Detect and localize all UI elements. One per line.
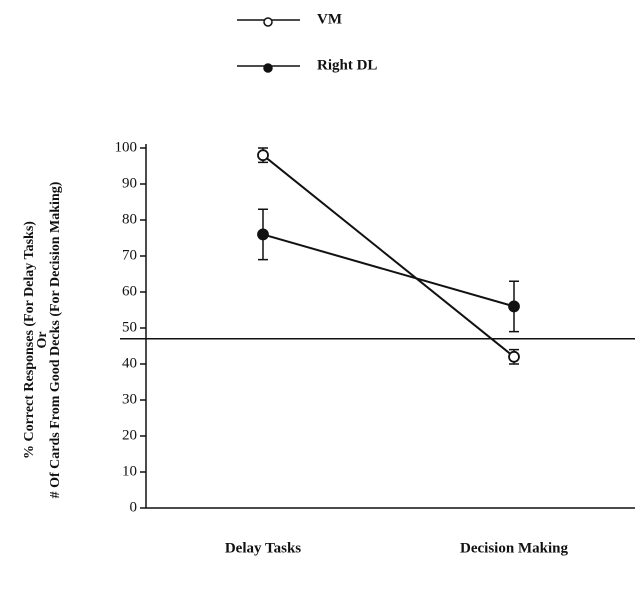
y-tick-label: 30	[122, 391, 137, 407]
y-tick-label: 90	[122, 175, 137, 191]
legend-marker	[263, 63, 273, 73]
x-tick-label: Decision Making	[460, 540, 568, 556]
y-axis-label: % Correct Responses (For Delay Tasks)	[22, 221, 37, 459]
point	[257, 149, 269, 162]
y-tick-label: 40	[122, 355, 137, 371]
point	[508, 350, 520, 363]
y-tick-label: 100	[115, 139, 138, 155]
legend-label: VM	[317, 11, 342, 27]
y-tick-label: 10	[122, 463, 137, 479]
point	[508, 300, 520, 313]
legend-label: Right DL	[317, 57, 377, 73]
y-tick-label: 70	[122, 247, 137, 263]
series-line	[262, 233, 515, 308]
y-axis-label: # Of Cards From Good Decks (For Decision…	[48, 181, 63, 498]
point	[257, 228, 269, 241]
y-tick-label: 0	[130, 499, 138, 515]
y-axis-label: Or	[35, 331, 50, 348]
y-tick-label: 80	[122, 211, 137, 227]
series-line	[262, 154, 515, 358]
y-tick-label: 20	[122, 427, 137, 443]
x-tick-label: Delay Tasks	[225, 540, 301, 556]
legend-marker	[263, 17, 273, 27]
y-tick-label: 60	[122, 283, 137, 299]
y-tick-label: 50	[122, 319, 137, 335]
